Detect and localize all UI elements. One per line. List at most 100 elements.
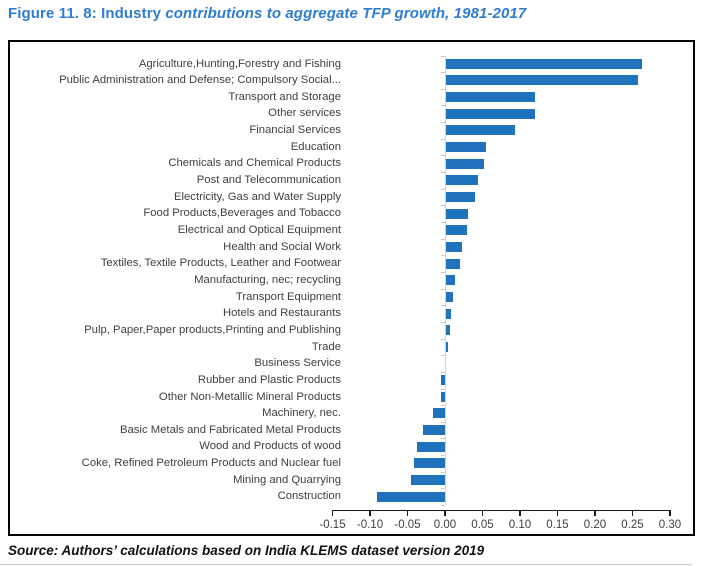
x-axis-tick-label: 0.20 bbox=[583, 519, 607, 531]
y-axis-tick bbox=[441, 421, 445, 423]
category-label: Other services bbox=[268, 107, 341, 120]
y-axis-tick bbox=[441, 271, 445, 273]
category-label: Post and Telecommunication bbox=[196, 174, 341, 187]
bar bbox=[446, 241, 462, 252]
x-axis-tick-label: 0.15 bbox=[546, 519, 569, 531]
bar bbox=[446, 208, 468, 219]
bar bbox=[446, 92, 536, 103]
figure-title: Figure 11. 8: Industry contributions to … bbox=[8, 5, 526, 22]
category-label: Business Service bbox=[254, 357, 341, 370]
source-note: Source: Authors’ calculations based on I… bbox=[8, 543, 485, 558]
bar bbox=[446, 58, 642, 69]
bar bbox=[446, 125, 515, 136]
x-axis-tick-label: -0.10 bbox=[356, 519, 384, 531]
bar bbox=[376, 491, 445, 502]
category-label: Electricity, Gas and Water Supply bbox=[173, 190, 341, 203]
y-axis-tick bbox=[441, 122, 445, 124]
category-label: Education bbox=[290, 140, 341, 153]
bar bbox=[446, 142, 486, 153]
bar bbox=[422, 425, 445, 436]
y-axis-tick bbox=[441, 371, 445, 373]
category-label: Other Non-Metallic Mineral Products bbox=[158, 390, 341, 403]
x-axis-tick-label: 0.10 bbox=[508, 519, 532, 531]
category-label: Mining and Quarrying bbox=[232, 473, 341, 486]
y-axis-tick bbox=[441, 155, 445, 157]
x-axis-tick bbox=[594, 510, 596, 516]
category-label: Health and Social Work bbox=[223, 240, 341, 253]
x-axis-tick bbox=[631, 510, 634, 516]
y-axis-tick bbox=[441, 505, 445, 507]
x-axis-tick bbox=[669, 510, 671, 516]
category-label: Transport Equipment bbox=[235, 290, 341, 303]
figure-title-italic: contributions to aggregate TFP growth, 1… bbox=[165, 5, 527, 22]
bar bbox=[417, 441, 445, 452]
y-axis-tick bbox=[441, 288, 445, 290]
category-label: Pulp, Paper,Paper products,Printing and … bbox=[84, 323, 341, 336]
category-label: Manufacturing, nec; recycling bbox=[194, 273, 341, 286]
x-axis-tick-label: 0.30 bbox=[658, 519, 682, 531]
bottom-rule bbox=[0, 564, 692, 565]
y-axis-tick bbox=[441, 72, 445, 74]
bar bbox=[446, 158, 485, 169]
figure-title-prefix: Figure 11. 8: Industry bbox=[8, 5, 166, 22]
y-axis-tick bbox=[441, 222, 445, 223]
y-axis-tick bbox=[441, 172, 445, 174]
x-axis-tick bbox=[369, 510, 371, 516]
x-axis-tick-label: -0.05 bbox=[394, 519, 421, 531]
bar bbox=[446, 75, 638, 86]
category-label: Construction bbox=[277, 490, 341, 503]
chart-frame: Agriculture,Hunting,Forestry and Fishing… bbox=[8, 40, 695, 536]
x-axis-tick bbox=[481, 510, 484, 516]
category-label: Basic Metals and Fabricated Metal Produc… bbox=[119, 423, 341, 436]
y-axis-tick bbox=[441, 255, 445, 257]
bar bbox=[433, 408, 445, 419]
y-axis-tick bbox=[441, 55, 445, 57]
bar bbox=[446, 175, 478, 186]
category-label: Rubber and Plastic Products bbox=[197, 373, 341, 386]
category-label: Electrical and Optical Equipment bbox=[177, 224, 341, 236]
category-label: Hotels and Restaurants bbox=[222, 307, 341, 320]
bar bbox=[446, 108, 535, 119]
category-label: Transport and Storage bbox=[228, 90, 341, 103]
bar bbox=[446, 325, 450, 336]
x-axis-tick bbox=[444, 510, 446, 516]
bar bbox=[441, 375, 445, 386]
bar bbox=[446, 291, 453, 302]
category-label: Coke, Refined Petroleum Products and Nuc… bbox=[81, 457, 341, 470]
bar bbox=[410, 475, 445, 486]
y-axis-tick bbox=[441, 88, 445, 90]
y-axis-tick bbox=[441, 138, 445, 140]
bar bbox=[446, 225, 467, 236]
category-label: Textiles, Textile Products, Leather and … bbox=[100, 257, 341, 270]
x-axis-tick-label: -0.15 bbox=[319, 519, 346, 531]
bar bbox=[446, 308, 452, 319]
category-label: Financial Services bbox=[249, 124, 341, 137]
bar bbox=[446, 341, 448, 352]
y-axis-tick bbox=[441, 471, 445, 473]
bar bbox=[446, 258, 460, 269]
x-axis-tick bbox=[519, 510, 521, 516]
x-axis-tick-label: 0.25 bbox=[621, 519, 644, 531]
y-axis-tick bbox=[441, 238, 445, 240]
category-label: Machinery, nec. bbox=[262, 407, 341, 420]
y-axis-tick bbox=[441, 321, 445, 323]
bar bbox=[446, 275, 455, 286]
category-label: Chemicals and Chemical Products bbox=[168, 157, 341, 170]
y-axis-tick bbox=[441, 305, 445, 307]
category-label: Agriculture,Hunting,Forestry and Fishing bbox=[138, 57, 341, 70]
y-axis-tick bbox=[441, 388, 445, 390]
x-axis-tick-label: 0.00 bbox=[433, 519, 457, 531]
y-axis-tick bbox=[441, 405, 445, 407]
y-axis-line bbox=[445, 55, 446, 506]
category-label: Wood and Products of wood bbox=[199, 440, 341, 453]
x-axis-tick bbox=[406, 510, 409, 516]
bar-chart: Agriculture,Hunting,Forestry and Fishing… bbox=[10, 42, 693, 534]
y-axis-tick bbox=[441, 438, 445, 440]
x-axis-tick bbox=[331, 510, 334, 516]
y-axis-tick bbox=[441, 205, 445, 207]
category-label: Public Administration and Defense; Compu… bbox=[59, 74, 341, 87]
y-axis-tick bbox=[441, 105, 445, 107]
y-axis-tick bbox=[441, 455, 445, 457]
category-label: Trade bbox=[311, 340, 341, 353]
